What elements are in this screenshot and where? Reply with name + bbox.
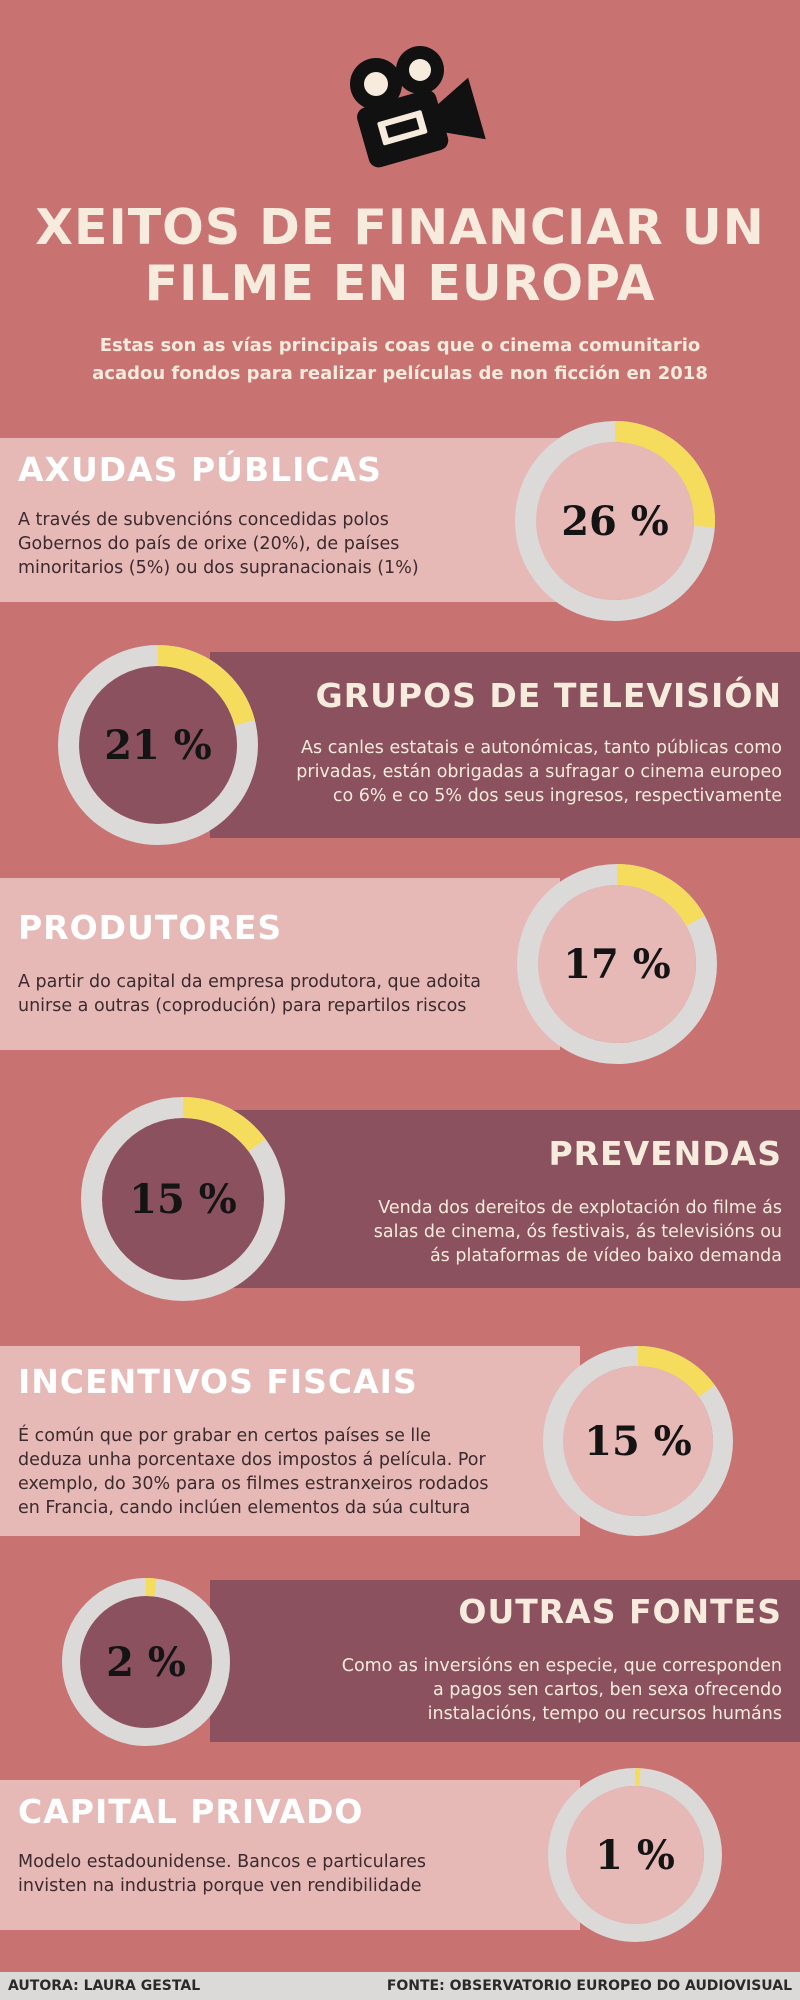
section-description: É común que por grabar en certos países … (18, 1424, 489, 1520)
donut-ring (81, 1097, 285, 1301)
description-line: É común que por grabar en certos países … (18, 1426, 431, 1446)
description-line: ás plataformas de vídeo baixo demanda (429, 1246, 782, 1266)
section-title: GRUPOS DE TELEVISIÓN (315, 676, 782, 715)
donut-value-arc (58, 645, 258, 845)
page-title-line-2: FILME EN EUROPA (144, 255, 656, 312)
subtitle-line-2: acadou fondos para realizar películas de… (92, 363, 708, 384)
description-line: co 6% e co 5% dos seus ingresos, respect… (332, 786, 782, 806)
description-line: en Francia, cando inclúen elementos da s… (18, 1498, 471, 1518)
donut-ring (543, 1346, 733, 1536)
section-description: Como as inversións en especie, que corre… (342, 1654, 782, 1726)
section-title: PREVENDAS (548, 1134, 782, 1173)
section-title: AXUDAS PÚBLICAS (18, 450, 382, 489)
author-credit: AUTORA: LAURA GESTAL (8, 1978, 201, 1994)
description-line: Venda dos dereitos de explotación do fil… (378, 1198, 782, 1218)
page-title: XEITOS DE FINANCIAR UN FILME EN EUROPA (0, 200, 800, 312)
section-incentivos-fiscais: INCENTIVOS FISCAIS É común que por graba… (0, 1346, 580, 1536)
donut-ring (548, 1768, 722, 1942)
section-description: A partir do capital da empresa produtora… (18, 970, 481, 1018)
description-line: As canles estatais e autonómicas, tanto … (301, 738, 782, 758)
section-title: CAPITAL PRIVADO (18, 1792, 364, 1831)
description-line: minoritarios (5%) ou dos supranacionais … (18, 558, 419, 578)
movie-camera-icon (350, 46, 486, 168)
donut-value-arc (548, 1768, 722, 1942)
donut-ring (58, 645, 258, 845)
description-line: invisten na industria porque ven rendibi… (18, 1876, 422, 1896)
donut-grupos-de-television: 21 % (58, 645, 258, 845)
donut-ring (515, 421, 715, 621)
donut-ring (517, 864, 717, 1064)
source-credit: FONTE: OBSERVATORIO EUROPEO DO AUDIOVISU… (386, 1978, 792, 1994)
donut-value-arc (543, 1346, 733, 1536)
section-title: INCENTIVOS FISCAIS (18, 1362, 418, 1401)
donut-center (538, 885, 696, 1043)
donut-axudas-publicas: 26 % (515, 421, 715, 621)
donut-capital-privado: 1 % (548, 1768, 722, 1942)
section-produtores: PRODUTORES A partir do capital da empres… (0, 878, 560, 1050)
donut-value-arc (517, 864, 717, 1064)
section-description: A través de subvencións concedidas polos… (18, 508, 419, 580)
description-line: exemplo, do 30% para os filmes estranxei… (18, 1474, 489, 1494)
donut-produtores: 17 % (517, 864, 717, 1064)
donut-value-arc (62, 1578, 230, 1746)
section-title: OUTRAS FONTES (458, 1592, 782, 1631)
donut-ring (62, 1578, 230, 1746)
description-line: A partir do capital da empresa produtora… (18, 972, 481, 992)
percentage-label: 1 % (595, 1831, 675, 1879)
page-title-line-1: XEITOS DE FINANCIAR UN (35, 199, 765, 256)
section-description: Modelo estadounidense. Bancos e particul… (18, 1850, 426, 1898)
description-line: a pagos sen cartos, ben sexa ofrecendo (433, 1680, 782, 1700)
section-title: PRODUTORES (18, 908, 283, 947)
section-capital-privado: CAPITAL PRIVADO Modelo estadounidense. B… (0, 1780, 580, 1930)
section-axudas-publicas: AXUDAS PÚBLICAS A través de subvencións … (0, 438, 560, 602)
donut-value-arc (81, 1097, 285, 1301)
donut-center (102, 1118, 264, 1280)
donut-center (79, 666, 237, 824)
page-subtitle: Estas son as vías principais coas que o … (60, 332, 740, 388)
description-line: A través de subvencións concedidas polos (18, 510, 389, 530)
description-line: Gobernos do país de orixe (20%), de país… (18, 534, 400, 554)
percentage-label: 21 % (104, 721, 212, 769)
description-line: privadas, están obrigadas a sufragar o c… (296, 762, 782, 782)
percentage-label: 2 % (106, 1638, 186, 1686)
subtitle-line-1: Estas son as vías principais coas que o … (99, 335, 701, 356)
donut-center (563, 1366, 713, 1516)
donut-value-arc (515, 421, 715, 621)
description-line: Modelo estadounidense. Bancos e particul… (18, 1852, 427, 1872)
section-description: As canles estatais e autonómicas, tanto … (296, 736, 782, 808)
description-line: unirse a outras (coprodución) para repar… (18, 996, 467, 1016)
section-description: Venda dos dereitos de explotación do fil… (374, 1196, 782, 1268)
section-grupos-de-television: GRUPOS DE TELEVISIÓN As canles estatais … (210, 652, 800, 838)
donut-center (536, 442, 694, 600)
description-line: Como as inversións en especie, que corre… (341, 1656, 782, 1676)
description-line: instalacións, tempo ou recursos humáns (427, 1704, 782, 1724)
percentage-label: 15 % (129, 1175, 237, 1223)
section-outras-fontes: OUTRAS FONTES Como as inversións en espe… (210, 1580, 800, 1742)
description-line: salas de cinema, ós festivais, ás televi… (373, 1222, 782, 1242)
description-line: deduza unha porcentaxe dos impostos á pe… (18, 1450, 486, 1470)
donut-incentivos-fiscais: 15 % (543, 1346, 733, 1536)
percentage-label: 17 % (563, 940, 671, 988)
donut-prevendas: 15 % (81, 1097, 285, 1301)
donut-center (566, 1786, 704, 1924)
donut-outras-fontes: 2 % (62, 1578, 230, 1746)
donut-center (80, 1596, 212, 1728)
percentage-label: 26 % (561, 497, 669, 545)
percentage-label: 15 % (584, 1417, 692, 1465)
footer: AUTORA: LAURA GESTAL FONTE: OBSERVATORIO… (0, 1972, 800, 2000)
section-prevendas: PREVENDAS Venda dos dereitos de explotac… (230, 1110, 800, 1288)
